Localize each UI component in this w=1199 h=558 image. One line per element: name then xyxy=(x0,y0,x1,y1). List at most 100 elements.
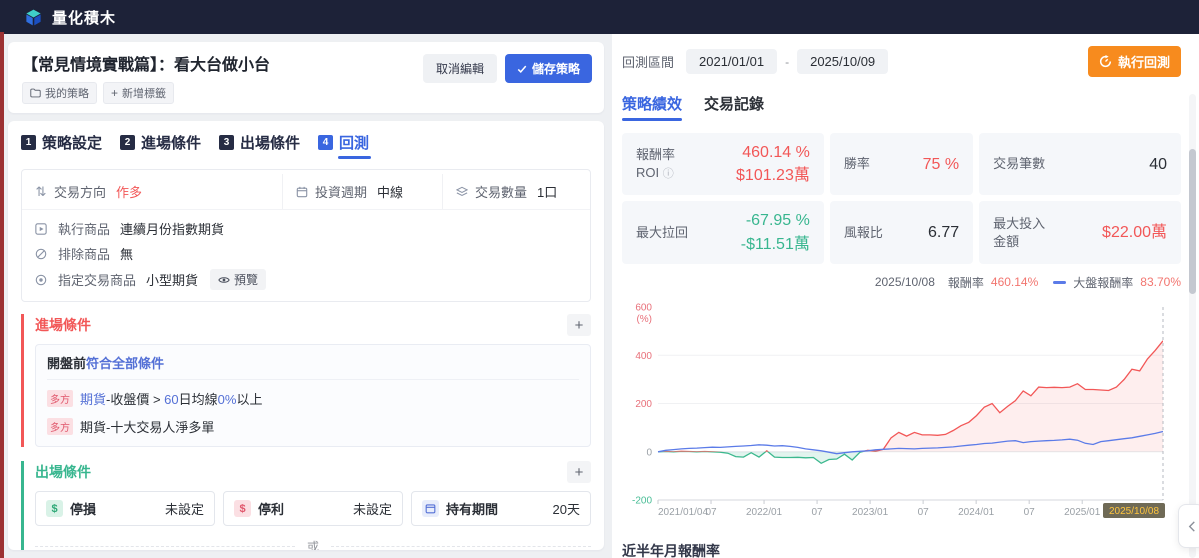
metric-label: 交易筆數 xyxy=(993,156,1046,172)
exit-rule-label: 停損 xyxy=(70,502,97,517)
exit-rule-停利[interactable]: $ 停利 未設定 xyxy=(223,491,403,526)
entry-condition-group: 開盤前符合全部條件 多方 期貨-收盤價 > 60日均線0%以上 多方 期貨-十大交易人… xyxy=(35,344,591,447)
step-tab-進場條件[interactable]: 2 進場條件 xyxy=(120,132,201,159)
specified-product-value: 小型期貨 xyxy=(146,273,199,288)
step-tab-策略設定[interactable]: 1 策略設定 xyxy=(21,132,102,159)
svg-text:(%): (%) xyxy=(636,314,652,325)
strategy-main-card: 1 策略設定 2 進場條件 3 出場條件 4 回測 ⇅ 交易方向 作多 投資週期 中線 交易數量… xyxy=(8,121,604,550)
svg-text:07: 07 xyxy=(1024,507,1036,518)
tab-交易記錄[interactable]: 交易記錄 xyxy=(704,96,765,113)
run-backtest-label: 執行回測 xyxy=(1117,55,1170,70)
step-number-badge: 1 xyxy=(21,135,36,150)
or-divider: 或 xyxy=(35,538,591,550)
metric-value: -67.95 % -$11.51萬 xyxy=(740,212,810,253)
metric-label: 最大投入 金額 xyxy=(993,216,1046,249)
strategy-tag[interactable]: 我的策略 xyxy=(22,82,97,104)
target-icon xyxy=(34,273,48,287)
add-exit-condition-button[interactable]: + xyxy=(567,461,591,483)
step-label: 進場條件 xyxy=(141,135,202,152)
svg-text:0: 0 xyxy=(646,447,652,458)
exit-rule-label: 停利 xyxy=(258,502,285,517)
vertical-scrollbar[interactable] xyxy=(1189,94,1196,558)
direction-value: 作多 xyxy=(116,185,143,200)
svg-text:2025/10/08: 2025/10/08 xyxy=(1109,506,1159,517)
exit-rule-停損[interactable]: $ 停損 未設定 xyxy=(35,491,215,526)
svg-text:07: 07 xyxy=(812,507,824,518)
strategy-title-card: 【常見情境實戰篇】：看大台做小台 我的策略 + 新增標籤 取消編輯 儲存策略 xyxy=(8,42,604,113)
backtest-panel: 回測區間 2021/01/01 - 2025/10/09 執行回測 策略績效交易… xyxy=(612,34,1199,558)
strategy-tag[interactable]: + 新增標籤 xyxy=(103,82,175,104)
svg-text:600: 600 xyxy=(635,302,652,313)
exit-rule-value: 未設定 xyxy=(352,502,392,517)
step-number-badge: 4 xyxy=(318,135,334,150)
tag-label: 新增標籤 xyxy=(122,88,167,100)
condition-row[interactable]: 多方 期貨-十大交易人淨多單 xyxy=(47,417,579,436)
calendar-icon xyxy=(425,504,436,514)
metric-value: 40 xyxy=(1149,155,1167,173)
run-backtest-button[interactable]: 執行回測 xyxy=(1087,46,1181,77)
ban-icon xyxy=(34,247,48,261)
date-to-input[interactable]: 2025/10/09 xyxy=(797,49,889,74)
exit-rule-label: 持有期間 xyxy=(446,502,499,517)
entry-group-title: 開盤前符合全部條件 xyxy=(47,353,579,380)
svg-text:2025/01: 2025/01 xyxy=(1064,507,1101,518)
save-strategy-button[interactable]: 儲存策略 xyxy=(504,54,592,83)
metric-label: 最大拉回 xyxy=(636,224,689,240)
match-all-link[interactable]: 符合全部條件 xyxy=(86,356,165,371)
collapse-panel-button[interactable] xyxy=(1178,504,1199,548)
preview-button[interactable]: 預覽 xyxy=(210,269,267,290)
step-number-badge: 2 xyxy=(120,135,136,150)
plus-icon: + xyxy=(111,86,119,100)
svg-text:400: 400 xyxy=(635,351,652,362)
date-from-input[interactable]: 2021/01/01 xyxy=(686,49,778,74)
step-number-badge: 3 xyxy=(219,135,235,150)
metric-value: $22.00萬 xyxy=(1102,223,1167,241)
setting-direction: ⇅ 交易方向 作多 xyxy=(35,183,143,201)
metric-value: 6.77 xyxy=(927,223,960,241)
entry-conditions-list: 多方 期貨-收盤價 > 60日均線0%以上 多方 期貨-十大交易人淨多單 xyxy=(47,389,579,436)
tab-策略績效[interactable]: 策略績效 xyxy=(622,93,683,121)
layers-icon xyxy=(455,185,469,199)
entry-conditions-title: 進場條件 xyxy=(35,317,91,333)
scrollbar-thumb[interactable] xyxy=(1189,149,1196,294)
sort-arrows-icon: ⇅ xyxy=(35,183,47,199)
legend-series1-label: 報酬率 xyxy=(947,275,984,290)
strategy-settings-box: ⇅ 交易方向 作多 投資週期 中線 交易數量 1口 執行商品 xyxy=(21,169,591,302)
backtest-tabs: 策略績效 交易記錄 xyxy=(622,93,1181,121)
svg-text:07: 07 xyxy=(918,507,930,518)
strategy-editor-column: 【常見情境實戰篇】：看大台做小台 我的策略 + 新增標籤 取消編輯 儲存策略 1 策略… xyxy=(0,34,612,558)
condition-row[interactable]: 多方 期貨-收盤價 > 60日均線0%以上 xyxy=(47,389,579,408)
monthly-returns-title: 近半年月報酬率 xyxy=(622,542,720,558)
tag-label: 我的策略 xyxy=(45,88,89,100)
metric-card-交易筆數: 交易筆數 40 xyxy=(979,133,1181,196)
metric-label: 勝率 xyxy=(843,156,870,172)
metric-label: 報酬率 ROI ⓘ xyxy=(636,147,676,181)
brand-name: 量化積木 xyxy=(52,9,117,27)
metric-label: 風報比 xyxy=(843,224,883,240)
step-label: 回測 xyxy=(339,135,370,152)
exit-rule-value: 20天 xyxy=(552,502,580,517)
exit-conditions-title: 出場條件 xyxy=(35,464,91,480)
cancel-edit-button[interactable]: 取消編輯 xyxy=(422,54,497,83)
exit-rule-持有期間[interactable]: 持有期間 20天 xyxy=(411,491,591,526)
svg-text:-200: -200 xyxy=(632,495,652,506)
period-value: 中線 xyxy=(377,185,404,200)
legend-series2-value: 83.70% xyxy=(1140,275,1181,290)
exclude-product-value: 無 xyxy=(120,247,134,262)
calendar-icon xyxy=(422,500,439,517)
check-icon xyxy=(517,65,527,73)
strategy-title: 【常見情境實戰篇】：看大台做小台 xyxy=(22,57,271,74)
metric-card-報酬率: 報酬率 ROI ⓘ 460.14 % $101.23萬 xyxy=(622,133,824,196)
step-tab-出場條件[interactable]: 3 出場條件 xyxy=(219,132,300,159)
dollar-icon: $ xyxy=(46,500,63,517)
add-entry-condition-button[interactable]: + xyxy=(567,314,591,336)
performance-chart[interactable]: 600 (%) 400 200 0 -200 2021/01/04 07 2022/01 07 20… xyxy=(622,293,1181,533)
exit-rule-value: 未設定 xyxy=(164,502,204,517)
backtest-header: 回測區間 2021/01/01 - 2025/10/09 執行回測 xyxy=(622,46,1181,77)
legend-series2-label: 大盤報酬率 xyxy=(1073,275,1134,290)
step-tab-回測[interactable]: 4 回測 xyxy=(318,132,372,159)
info-icon[interactable]: ⓘ xyxy=(662,168,674,181)
calendar-icon xyxy=(295,185,309,199)
metrics-grid: 報酬率 ROI ⓘ 460.14 % $101.23萬 勝率 75 % 交易筆數 40 最大拉回… xyxy=(622,133,1181,264)
